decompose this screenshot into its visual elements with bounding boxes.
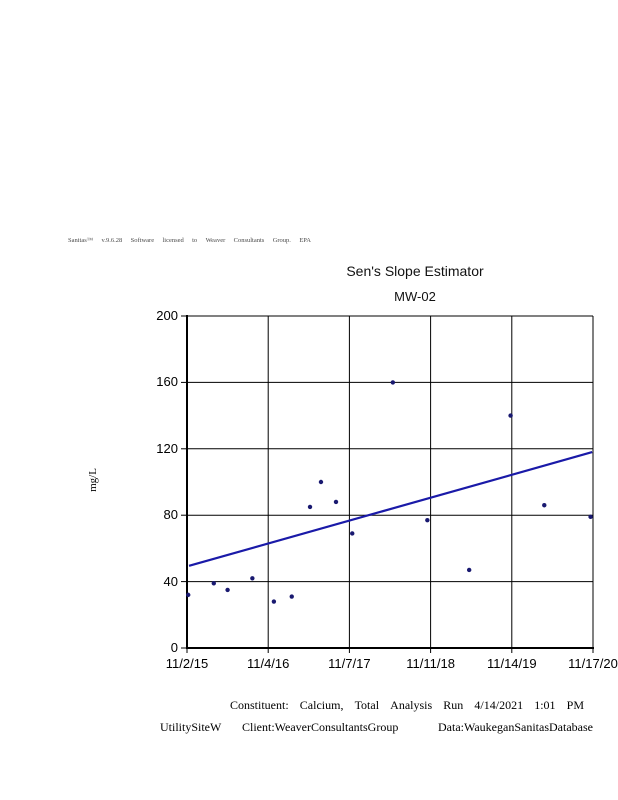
credit-word: Weaver [205,237,226,244]
run-info-word: PM [566,698,584,712]
data-point [350,531,355,536]
y-tick-label: 200 [156,308,178,323]
data-point [211,581,216,586]
data-point [318,479,324,485]
chart-title: Sen's Slope Estimator [346,263,484,279]
data-point [186,592,191,598]
x-tick-label: 11/14/19 [486,656,537,671]
sen-slope-trend-line [188,451,593,567]
run-info-word: 4/14/2021 [474,698,524,712]
client-name: Client:WeaverConsultantsGroup [242,720,399,734]
x-tick-label: 11/17/20 [568,656,618,671]
x-tick-label: 11/4/16 [246,656,290,671]
well-id-subtitle: MW-02 [394,289,436,304]
site-name: UtilitySiteW [160,720,222,734]
data-point [333,499,339,505]
x-tick-label: 11/11/18 [406,656,455,671]
y-tick-label: 160 [156,374,178,390]
software-credit-line: Sanitas™ v.9.6.28 Software licensed to Weaver… [68,237,311,244]
data-point [289,594,294,599]
data-point [307,504,313,510]
data-point [225,587,230,593]
data-point [425,517,430,523]
run-info-word: Calcium, [299,698,344,712]
site-client-data-info: UtilitySiteW Client:WeaverConsultantsGro… [0,720,618,736]
y-tick-label: 120 [156,440,178,456]
credit-word: licensed [162,237,184,244]
data-point [390,380,396,385]
data-point [466,567,472,573]
data-point [271,599,277,604]
run-info-word: 1:01 [534,698,556,712]
credit-word: v.9.6.28 [101,237,123,244]
database-name: Data:WaukeganSanitasDatabase [438,720,593,734]
run-info-word: Run [443,698,464,712]
x-tick-label: 11/2/15 [165,656,209,671]
y-tick-label: 0 [170,640,178,655]
x-tick-label: 11/7/17 [328,656,371,671]
credit-word: Consultants [233,237,265,244]
credit-word: Sanitas™ [68,237,94,244]
data-point [508,413,513,418]
credit-word: to [192,237,198,244]
credit-word: EPA [299,237,311,244]
y-tick-label: 40 [163,573,178,589]
y-tick-label: 80 [163,507,178,523]
data-point [250,576,255,581]
run-info-word: Constituent: [230,698,289,712]
run-info-word: Analysis [390,698,433,712]
credit-word: Software [130,237,155,244]
data-point [542,503,547,508]
run-info-word: Total [354,698,380,712]
constituent-run-info: Constituent: Calcium, Total Analysis Run 4/14… [230,698,584,713]
credit-word: Group. [272,237,291,244]
data-point [588,514,593,520]
